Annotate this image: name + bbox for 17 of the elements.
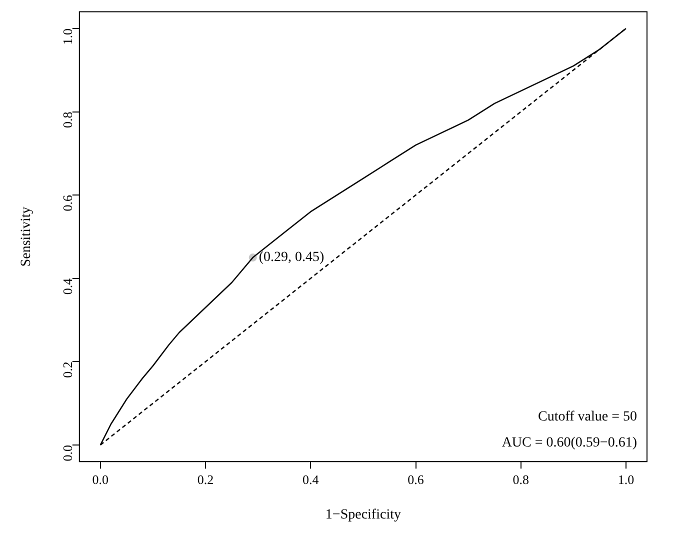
annotation: Cutoff value = 50 — [538, 409, 637, 424]
annotation: AUC = 0.60(0.59−0.61) — [502, 435, 638, 450]
x-axis-title: 1−Specificity — [325, 507, 401, 522]
annotation: (0.29, 0.45) — [258, 250, 324, 266]
y-tick-label: 0.8 — [60, 112, 75, 128]
x-tick-label: 0.2 — [197, 472, 214, 487]
y-tick-label: 0.6 — [60, 194, 75, 212]
y-tick-label: 0.2 — [60, 362, 75, 378]
x-tick-label: 0.8 — [512, 472, 529, 487]
y-tick-label: 0.4 — [60, 278, 75, 295]
y-tick-label: 0.0 — [60, 444, 75, 462]
x-tick-label: 0.4 — [302, 472, 320, 487]
x-tick-label: 1.0 — [618, 472, 634, 487]
x-tick-label: 0.0 — [92, 472, 109, 487]
y-tick-label: 1.0 — [60, 28, 75, 45]
x-tick-label: 0.6 — [408, 472, 424, 487]
y-axis-title: Sensitivity — [19, 206, 34, 267]
